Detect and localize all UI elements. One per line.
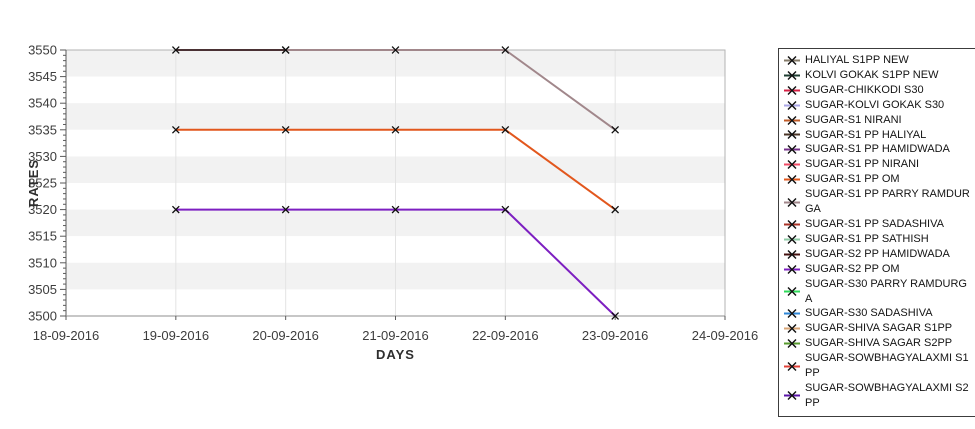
y-axis-title: RATES xyxy=(26,159,41,207)
legend-item[interactable]: SUGAR-S2 PP HAMIDWADA xyxy=(784,247,975,262)
data-point-marker xyxy=(611,205,620,214)
legend-item-label: SUGAR-S1 PP PARRY RAMDURGA xyxy=(805,188,970,216)
legend-marker-x-icon xyxy=(784,197,800,207)
legend-item[interactable]: SUGAR-CHIKKODI S30 xyxy=(784,83,975,98)
legend-item-label: SUGAR-S1 PP HALIYAL xyxy=(805,128,927,141)
legend-item-label: SUGAR-S1 PP OM xyxy=(805,173,900,186)
legend-item-label: SUGAR-S1 PP NIRANI xyxy=(805,158,920,171)
legend-item[interactable]: KOLVI GOKAK S1PP NEW xyxy=(784,68,975,83)
y-axis-tick-label: 3510 xyxy=(28,255,57,270)
legend-marker-x-icon xyxy=(784,234,800,244)
legend-marker-x-icon xyxy=(784,130,800,140)
x-axis-tick-label: 18-09-2016 xyxy=(33,328,100,343)
legend-item-label: SUGAR-S1 PP SATHISH xyxy=(805,232,929,245)
legend-item[interactable]: SUGAR-S1 PP PARRY RAMDURGA xyxy=(784,187,975,217)
legend-marker-x-icon xyxy=(784,219,800,229)
data-point-marker xyxy=(501,125,510,134)
legend-item[interactable]: SUGAR-S2 PP OM xyxy=(784,262,975,277)
y-axis-tick-label: 3550 xyxy=(28,43,57,58)
legend-item[interactable]: SUGAR-S1 PP HAMIDWADA xyxy=(784,142,975,157)
data-point-marker xyxy=(171,205,180,214)
x-axis-tick-label: 20-09-2016 xyxy=(252,328,319,343)
y-axis-tick-label: 3525 xyxy=(28,176,57,191)
legend-marker-x-icon xyxy=(784,361,800,371)
legend-marker-x-icon xyxy=(784,85,800,95)
data-point-marker xyxy=(171,46,180,54)
data-point-marker xyxy=(611,125,620,134)
legend-item[interactable]: HALIYAL S1PP NEW xyxy=(784,53,975,68)
legend-item-label: HALIYAL S1PP NEW xyxy=(805,54,909,66)
legend-item[interactable]: SUGAR-KOLVI GOKAK S30 xyxy=(784,98,975,113)
legend-marker-x-icon xyxy=(784,115,800,125)
legend-item-label: SUGAR-S30 PARRY RAMDURGA xyxy=(805,277,967,305)
y-axis-tick-label: 3500 xyxy=(28,309,57,324)
chart-legend: HALIYAL S1PP NEW KOLVI GOKAK S1PP NEW SUGA… xyxy=(778,48,975,417)
data-point-marker xyxy=(391,205,400,214)
legend-item-label: SUGAR-S1 PP SADASHIVA xyxy=(805,217,944,230)
data-point-marker xyxy=(501,205,510,214)
legend-item[interactable]: SUGAR-S1 PP NIRANI xyxy=(784,157,975,172)
x-axis-tick-label: 24-09-2016 xyxy=(692,328,759,343)
legend-item-label: SUGAR-SOWBHAGYALAXMI S1PP xyxy=(805,352,969,380)
data-point-marker xyxy=(281,125,290,134)
legend-item-label: SUGAR-KOLVI GOKAK S30 xyxy=(805,98,945,111)
y-axis-tick-label: 3535 xyxy=(28,122,57,137)
legend-item[interactable]: SUGAR-SOWBHAGYALAXMI S1PP xyxy=(784,351,975,381)
legend-marker-x-icon xyxy=(784,55,800,65)
chart-series-line xyxy=(285,49,616,131)
y-axis-tick-label: 3545 xyxy=(28,69,57,84)
legend-item-label: SUGAR-SHIVA SAGAR S1PP xyxy=(805,322,953,335)
legend-item-label: SUGAR-S1 NIRANI xyxy=(805,113,902,126)
legend-item-label: SUGAR-SHIVA SAGAR S2PP xyxy=(805,337,953,350)
x-axis-title: DAYS xyxy=(376,347,415,362)
legend-item[interactable]: SUGAR-SHIVA SAGAR S1PP xyxy=(784,321,975,336)
legend-item[interactable]: SUGAR-S1 PP SADASHIVA xyxy=(784,217,975,232)
legend-item[interactable]: SUGAR-SHIVA SAGAR S2PP xyxy=(784,336,975,351)
x-axis-tick-label: 22-09-2016 xyxy=(472,328,539,343)
data-point-marker xyxy=(611,312,620,320)
data-point-marker xyxy=(391,46,400,54)
legend-marker-x-icon xyxy=(784,70,800,80)
y-axis-tick-label: 3515 xyxy=(28,229,57,244)
data-point-marker xyxy=(501,46,510,54)
x-axis-tick-label: 23-09-2016 xyxy=(582,328,649,343)
legend-marker-x-icon xyxy=(784,324,800,334)
legend-marker-x-icon xyxy=(784,339,800,349)
legend-item[interactable]: SUGAR-S1 PP SATHISH xyxy=(784,232,975,247)
legend-item[interactable]: SUGAR-S30 PARRY RAMDURGA xyxy=(784,277,975,307)
y-axis-tick-label: 3505 xyxy=(28,282,57,297)
legend-item[interactable]: SUGAR-S30 SADASHIVA xyxy=(784,306,975,321)
legend-marker-x-icon xyxy=(784,391,800,401)
data-point-marker xyxy=(281,205,290,214)
data-point-marker xyxy=(281,46,290,54)
legend-marker-x-icon xyxy=(784,264,800,274)
legend-marker-x-icon xyxy=(784,249,800,259)
legend-item-label: SUGAR-SOWBHAGYALAXMI S2PP xyxy=(805,381,969,409)
x-axis-tick-label: 19-09-2016 xyxy=(143,328,210,343)
legend-item-label: KOLVI GOKAK S1PP NEW xyxy=(805,68,939,81)
y-axis-tick-label: 3530 xyxy=(28,149,57,164)
y-axis-tick-label: 3520 xyxy=(28,202,57,217)
legend-item[interactable]: SUGAR-S1 NIRANI xyxy=(784,113,975,128)
legend-marker-x-icon xyxy=(784,309,800,319)
x-axis-tick-label: 21-09-2016 xyxy=(362,328,429,343)
legend-item-label: SUGAR-S30 SADASHIVA xyxy=(805,307,933,320)
legend-marker-x-icon xyxy=(784,100,800,110)
legend-marker-x-icon xyxy=(784,160,800,170)
legend-item[interactable]: SUGAR-S1 PP OM xyxy=(784,172,975,187)
legend-marker-x-icon xyxy=(784,287,800,296)
legend-item[interactable]: SUGAR-SOWBHAGYALAXMI S2PP xyxy=(784,381,975,411)
legend-item-label: SUGAR-S1 PP HAMIDWADA xyxy=(805,143,950,156)
data-point-marker xyxy=(391,125,400,134)
legend-item[interactable]: SUGAR-S1 PP HALIYAL xyxy=(784,128,975,143)
legend-item-label: SUGAR-S2 PP OM xyxy=(805,262,900,275)
y-axis-tick-label: 3540 xyxy=(28,96,57,111)
legend-item-label: SUGAR-S2 PP HAMIDWADA xyxy=(805,247,950,260)
legend-marker-x-icon xyxy=(784,145,800,155)
data-point-marker xyxy=(171,125,180,134)
legend-item-label: SUGAR-CHIKKODI S30 xyxy=(805,83,924,96)
legend-marker-x-icon xyxy=(784,175,800,185)
